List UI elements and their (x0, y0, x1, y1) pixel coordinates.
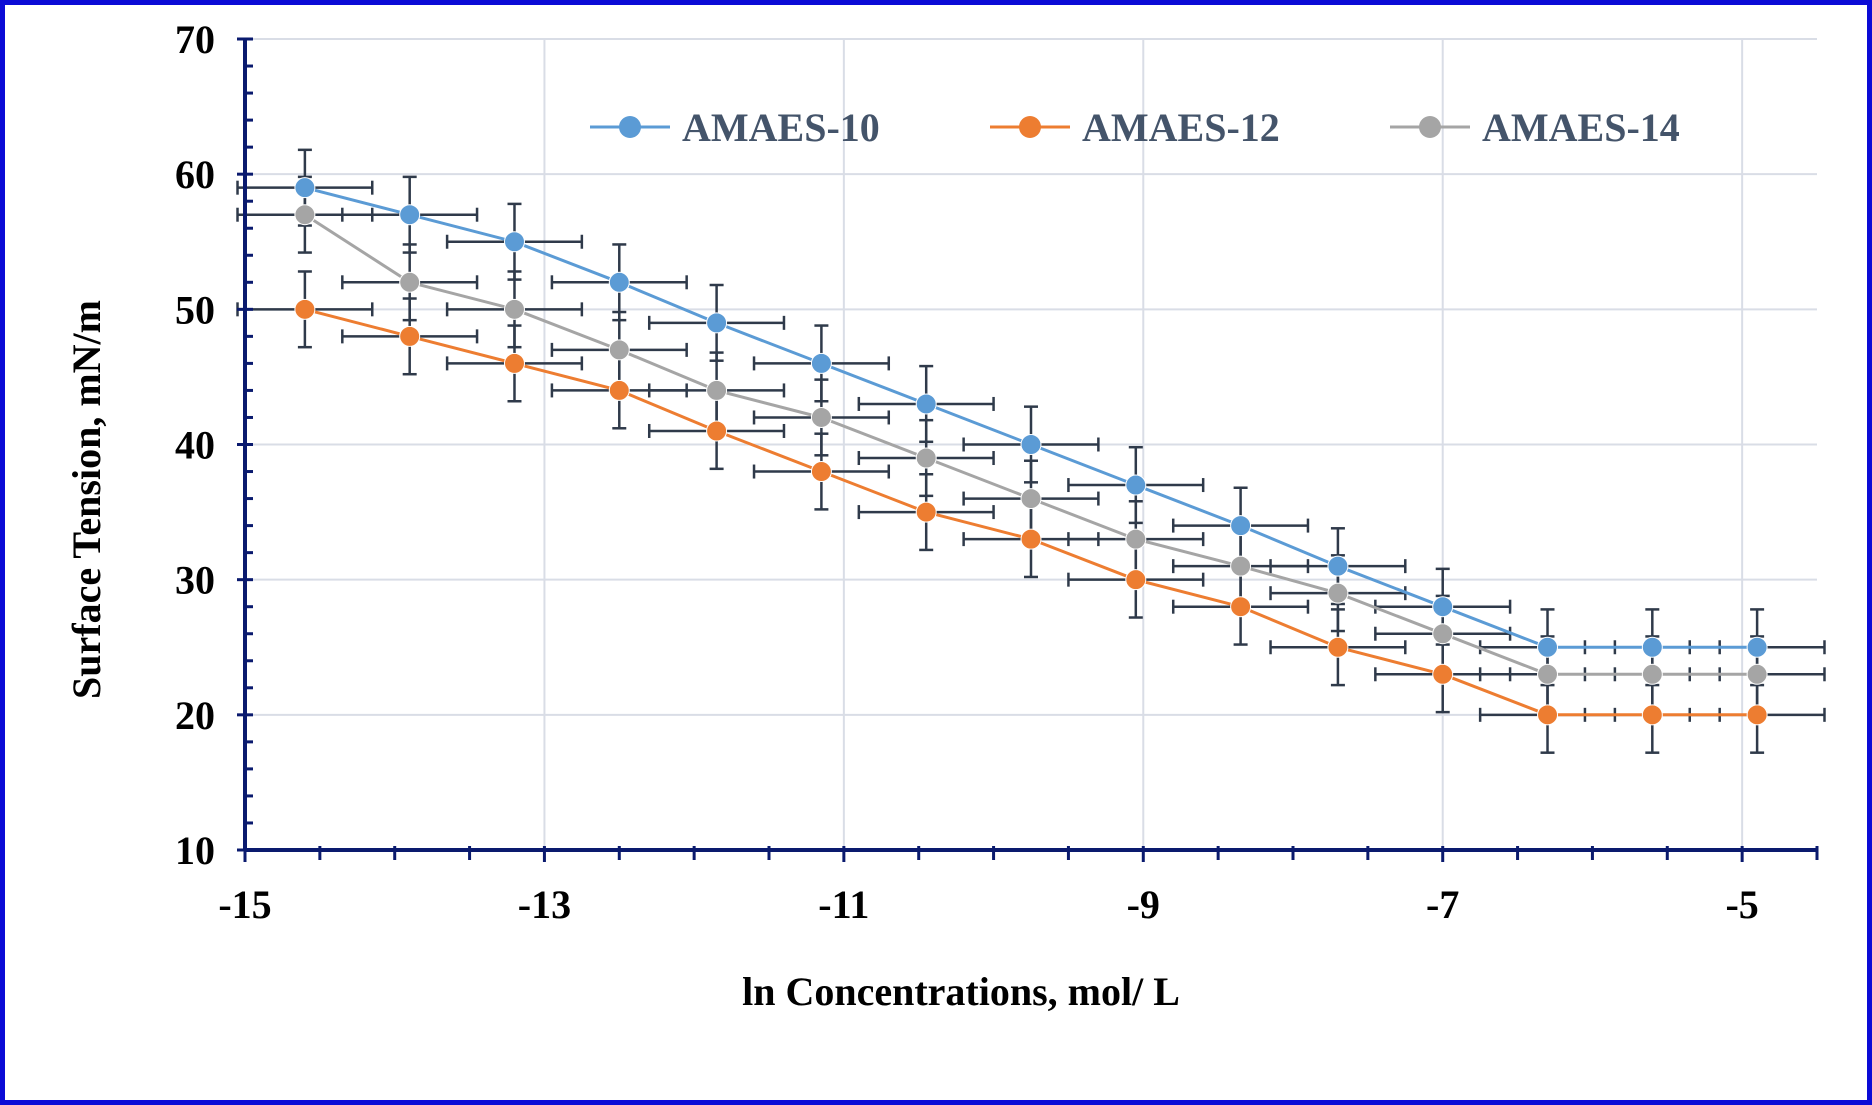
data-point-amaes-10-12 (1537, 636, 1559, 658)
y-tick-label: 70 (175, 17, 215, 62)
data-point-amaes-14-10 (1327, 582, 1349, 604)
y-tick-label: 60 (175, 152, 215, 197)
y-tick-label: 50 (175, 287, 215, 332)
x-tick-label: -9 (1127, 882, 1160, 927)
data-point-amaes-14-6 (915, 447, 937, 469)
data-point-amaes-12-11 (1432, 663, 1454, 685)
data-point-amaes-14-13 (1641, 663, 1663, 685)
data-point-amaes-12-6 (915, 501, 937, 523)
legend-marker-amaes-14 (1419, 116, 1441, 138)
data-point-amaes-10-5 (810, 352, 832, 374)
data-point-amaes-10-10 (1327, 555, 1349, 577)
x-tick-label: -15 (218, 882, 271, 927)
legend: AMAES-10 AMAES-12 AMAES-14 (590, 105, 1680, 150)
x-tick-label: -7 (1426, 882, 1459, 927)
legend-label-amaes-12: AMAES-12 (1082, 105, 1280, 150)
legend-label-amaes-10: AMAES-10 (682, 105, 880, 150)
data-point-amaes-10-14 (1746, 636, 1768, 658)
data-point-amaes-12-5 (810, 461, 832, 483)
data-point-amaes-10-3 (608, 271, 630, 293)
data-point-amaes-10-13 (1641, 636, 1663, 658)
data-point-amaes-14-11 (1432, 623, 1454, 645)
data-point-amaes-12-2 (503, 352, 525, 374)
y-axis-title: Surface Tension, mN/m (64, 300, 109, 699)
data-point-amaes-10-11 (1432, 596, 1454, 618)
y-tick-label: 20 (175, 693, 215, 738)
data-point-amaes-14-2 (503, 298, 525, 320)
data-point-amaes-12-1 (399, 325, 421, 347)
data-point-amaes-12-14 (1746, 704, 1768, 726)
data-point-amaes-10-8 (1125, 474, 1147, 496)
data-point-amaes-12-0 (294, 298, 316, 320)
legend-marker-amaes-12 (1019, 116, 1041, 138)
series-lines (294, 177, 1768, 726)
data-point-amaes-14-8 (1125, 528, 1147, 550)
data-point-amaes-10-2 (503, 231, 525, 253)
data-point-amaes-10-9 (1230, 515, 1252, 537)
surface-tension-chart: 10 20 30 40 50 60 70 -15 -13 -11 -9 -7 -5 ln Concent… (64, 17, 1826, 1014)
axes (237, 37, 1819, 862)
data-point-amaes-10-1 (399, 204, 421, 226)
x-tick-label: -5 (1725, 882, 1758, 927)
data-point-amaes-12-12 (1537, 704, 1559, 726)
data-point-amaes-12-9 (1230, 596, 1252, 618)
data-point-amaes-14-1 (399, 271, 421, 293)
data-point-amaes-10-6 (915, 393, 937, 415)
legend-marker-amaes-10 (619, 116, 641, 138)
data-point-amaes-10-7 (1020, 434, 1042, 455)
y-tick-label: 40 (175, 423, 215, 468)
data-point-amaes-10-4 (706, 312, 728, 334)
y-tick-label: 30 (175, 558, 215, 603)
x-axis-title: ln Concentrations, mol/ L (742, 969, 1180, 1014)
data-point-amaes-12-4 (706, 420, 728, 442)
x-tick-label: -13 (518, 882, 571, 927)
legend-label-amaes-14: AMAES-14 (1482, 105, 1680, 150)
data-point-amaes-12-3 (608, 379, 630, 401)
data-point-amaes-12-7 (1020, 528, 1042, 550)
data-point-amaes-14-12 (1537, 663, 1559, 685)
data-point-amaes-14-5 (810, 406, 832, 428)
y-tick-label: 10 (175, 828, 215, 873)
data-point-amaes-12-13 (1641, 704, 1663, 726)
data-point-amaes-14-9 (1230, 555, 1252, 577)
tick-labels: 10 20 30 40 50 60 70 -15 -13 -11 -9 -7 -5 (175, 17, 1759, 927)
data-point-amaes-12-10 (1327, 636, 1349, 658)
data-point-amaes-14-0 (294, 204, 316, 226)
data-point-amaes-12-8 (1125, 569, 1147, 591)
x-tick-label: -11 (818, 882, 869, 927)
legend-item-amaes-12: AMAES-12 (990, 105, 1280, 150)
data-point-amaes-10-0 (294, 177, 316, 199)
legend-item-amaes-14: AMAES-14 (1390, 105, 1680, 150)
data-point-amaes-14-3 (608, 339, 630, 361)
legend-item-amaes-10: AMAES-10 (590, 105, 880, 150)
data-point-amaes-14-14 (1746, 663, 1768, 685)
data-point-amaes-14-4 (706, 379, 728, 401)
data-point-amaes-14-7 (1020, 488, 1042, 510)
